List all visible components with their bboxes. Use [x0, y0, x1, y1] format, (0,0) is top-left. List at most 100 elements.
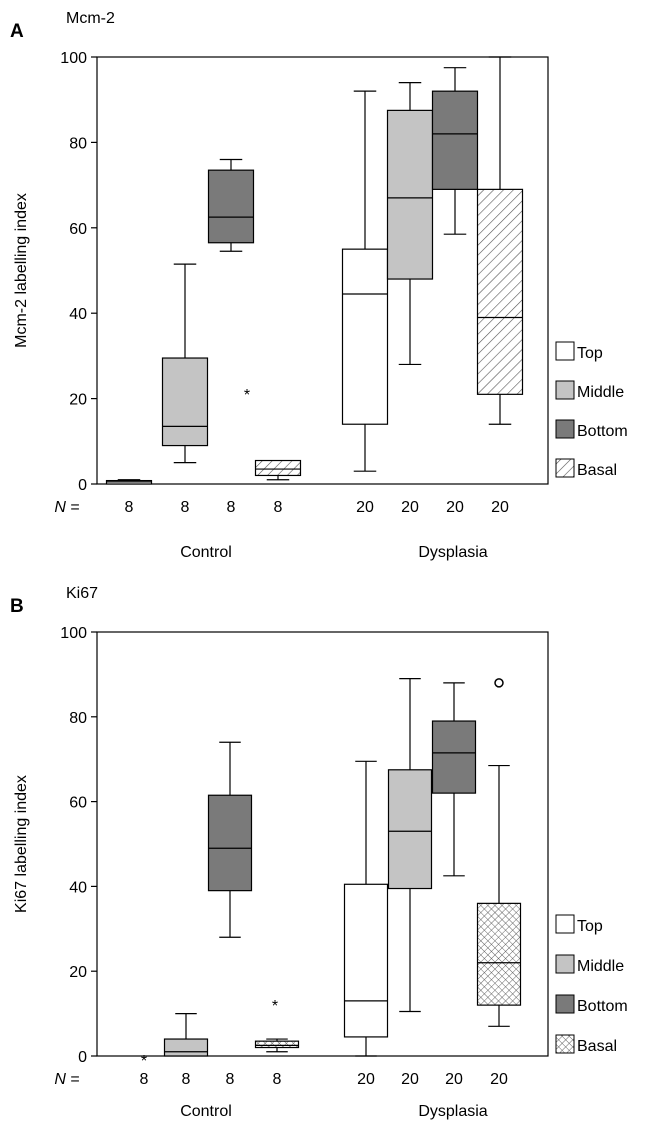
n-prefix: N =	[54, 499, 79, 516]
n-label: 8	[182, 1071, 191, 1088]
group-label-dysplasia: Dysplasia	[418, 1103, 487, 1120]
box-body	[386, 109, 434, 280]
box-body	[207, 169, 255, 244]
box-dysplasia-top	[343, 760, 389, 1057]
y-tick-label: 100	[60, 625, 87, 642]
n-label: 20	[401, 1071, 419, 1088]
plot-frame	[96, 631, 549, 1057]
box-dysplasia-top	[341, 90, 389, 472]
legend-label-middle: Middle	[577, 384, 624, 401]
y-tick-label: 20	[69, 392, 87, 409]
n-prefix-equals: =	[66, 1071, 80, 1088]
box-control-bottom	[207, 741, 253, 938]
n-label: 20	[491, 499, 509, 516]
n-label: 8	[226, 1071, 235, 1088]
y-tick-label: 60	[69, 221, 87, 238]
box-control-middle	[163, 1012, 209, 1057]
box-control-top	[105, 479, 153, 485]
y-tick-label: 80	[69, 135, 87, 152]
box-dysplasia-basal	[476, 56, 524, 425]
box-body	[343, 883, 389, 1038]
n-prefix-italic: N	[54, 1071, 66, 1088]
legend-swatch-bottom	[555, 419, 575, 439]
box-body	[254, 1040, 300, 1049]
y-tick-label: 0	[78, 477, 87, 494]
panel-label: A	[10, 21, 24, 42]
group-label-control: Control	[180, 544, 232, 561]
n-label: 20	[357, 1071, 375, 1088]
y-axis-label: Mcm-2 labelling index	[13, 193, 30, 348]
group-label-control: Control	[180, 1103, 232, 1120]
legend-label-top: Top	[577, 345, 603, 362]
legend-label-top: Top	[577, 918, 603, 935]
n-prefix-equals: =	[66, 499, 80, 516]
box-body	[163, 1038, 209, 1057]
box-dysplasia-bottom	[431, 682, 477, 877]
legend-swatch-middle	[555, 380, 575, 400]
n-label: 20	[401, 499, 419, 516]
n-label: 8	[125, 499, 134, 516]
n-prefix-italic: N	[54, 499, 66, 516]
legend-label-basal: Basal	[577, 462, 617, 479]
legend: Top Middle Bottom Basal	[555, 914, 628, 1055]
box-body	[431, 90, 479, 190]
n-prefix: N =	[54, 1071, 79, 1088]
n-label: 8	[140, 1071, 149, 1088]
n-label: 8	[227, 499, 236, 516]
box-body	[161, 357, 209, 447]
group-label-dysplasia: Dysplasia	[418, 544, 487, 561]
y-tick-label: 60	[69, 795, 87, 812]
box-dysplasia-middle	[387, 678, 433, 1013]
n-label: 20	[490, 1071, 508, 1088]
chart-title: Ki67	[66, 585, 98, 602]
box-control-basal: *	[244, 387, 302, 481]
y-tick-label: 80	[69, 710, 87, 727]
plot-frame	[96, 56, 549, 485]
legend-swatch-top	[555, 914, 575, 934]
n-label: 8	[273, 1071, 282, 1088]
legend-swatch-basal	[555, 1034, 575, 1054]
outlier-star: *	[244, 387, 250, 404]
box-dysplasia-middle	[386, 82, 434, 366]
box-control-top: *	[141, 1053, 147, 1070]
legend-label-middle: Middle	[577, 958, 624, 975]
box-body	[431, 720, 477, 794]
box-control-basal: *	[254, 998, 300, 1053]
outlier-circle	[494, 678, 504, 688]
legend-label-bottom: Bottom	[577, 998, 628, 1015]
legend-swatch-basal	[555, 458, 575, 478]
legend-label-bottom: Bottom	[577, 423, 628, 440]
box-body	[387, 769, 433, 890]
box-dysplasia-bottom	[431, 67, 479, 235]
legend-swatch-top	[555, 341, 575, 361]
y-tick-label: 40	[69, 306, 87, 323]
legend: Top Middle Bottom Basal	[555, 341, 628, 479]
box-body	[476, 902, 522, 1006]
n-label: 20	[445, 1071, 463, 1088]
box-dysplasia-basal	[476, 678, 522, 1027]
box-body	[207, 794, 253, 892]
legend-swatch-middle	[555, 954, 575, 974]
y-tick-label: 100	[60, 50, 87, 67]
n-label: 8	[181, 499, 190, 516]
legend-swatch-bottom	[555, 994, 575, 1014]
box-body	[254, 459, 302, 477]
chart-title: Mcm-2	[66, 10, 115, 27]
y-tick-label: 0	[78, 1049, 87, 1066]
panel-a: A Mcm-2 0 20 40 60 80 100 Mcm-2 labelling index 8…	[10, 10, 628, 561]
n-label: 20	[356, 499, 374, 516]
box-control-middle	[161, 263, 209, 464]
outlier-star: *	[272, 998, 278, 1015]
panel-label: B	[10, 596, 24, 617]
n-label: 20	[446, 499, 464, 516]
y-tick-label: 40	[69, 879, 87, 896]
box-body	[476, 188, 524, 395]
legend-label-basal: Basal	[577, 1038, 617, 1055]
y-tick-label: 20	[69, 964, 87, 981]
box-control-bottom	[207, 158, 255, 252]
n-label: 8	[274, 499, 283, 516]
box-body	[341, 248, 389, 425]
y-axis-label: Ki67 labelling index	[13, 775, 30, 913]
